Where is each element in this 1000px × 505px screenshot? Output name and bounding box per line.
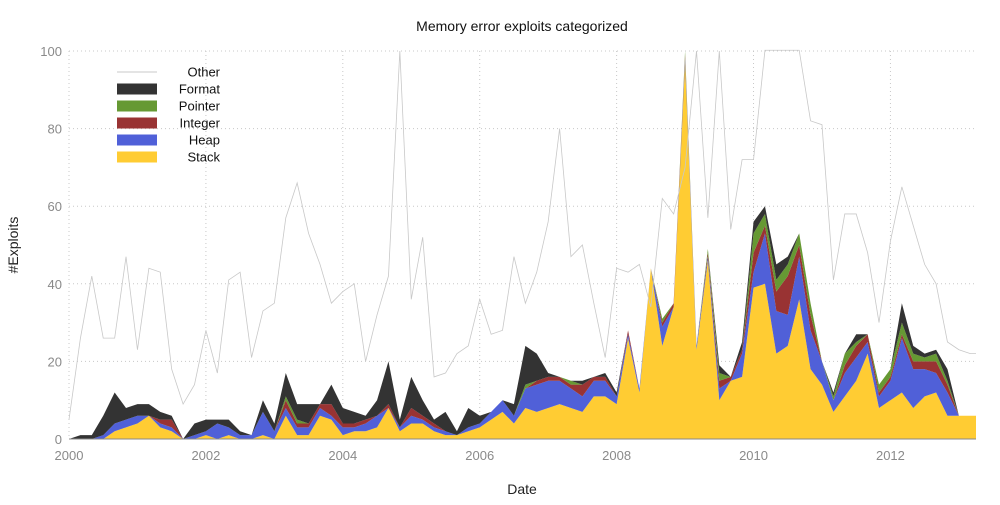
y-tick-label: 0 bbox=[55, 432, 62, 447]
x-tick-label: 2008 bbox=[602, 448, 631, 463]
legend-swatch-heap bbox=[117, 134, 157, 146]
chart-title: Memory error exploits categorized bbox=[416, 18, 628, 34]
x-tick-label: 2002 bbox=[191, 448, 220, 463]
x-tick-label: 2012 bbox=[876, 448, 905, 463]
x-tick-label: 2006 bbox=[465, 448, 494, 463]
y-tick-label: 100 bbox=[40, 44, 62, 59]
legend-swatch-stack bbox=[117, 151, 157, 163]
legend-label-integer: Integer bbox=[180, 116, 221, 131]
x-axis-title: Date bbox=[507, 481, 537, 497]
legend-label-other: Other bbox=[187, 65, 220, 80]
x-tick-label: 2010 bbox=[739, 448, 768, 463]
x-tick-label: 2000 bbox=[55, 448, 84, 463]
other-line-group bbox=[68, 49, 976, 420]
y-tick-label: 40 bbox=[48, 277, 62, 292]
legend-label-format: Format bbox=[179, 82, 221, 97]
area-series-group bbox=[69, 51, 976, 439]
x-tick-label: 2004 bbox=[328, 448, 357, 463]
legend-swatch-format bbox=[117, 83, 157, 95]
line-other bbox=[68, 49, 976, 420]
legend-swatch-integer bbox=[117, 117, 157, 129]
area-stack bbox=[69, 62, 976, 439]
y-tick-label: 80 bbox=[48, 122, 62, 137]
legend-swatch-pointer bbox=[117, 100, 157, 112]
legend-label-stack: Stack bbox=[187, 150, 220, 165]
y-tick-label: 60 bbox=[48, 199, 62, 214]
legend-label-pointer: Pointer bbox=[179, 99, 221, 114]
area-format bbox=[69, 51, 976, 439]
grid bbox=[68, 50, 976, 439]
legend: Other Format Pointer Integer Heap Stack bbox=[117, 65, 221, 165]
y-axis-title: #Exploits bbox=[5, 217, 21, 274]
area-heap bbox=[69, 58, 976, 439]
axes: 2000 2002 2004 2006 2008 2010 2012 0 20 40 60 80 100 bbox=[40, 44, 976, 463]
y-tick-label: 20 bbox=[48, 354, 62, 369]
legend-label-heap: Heap bbox=[189, 133, 220, 148]
